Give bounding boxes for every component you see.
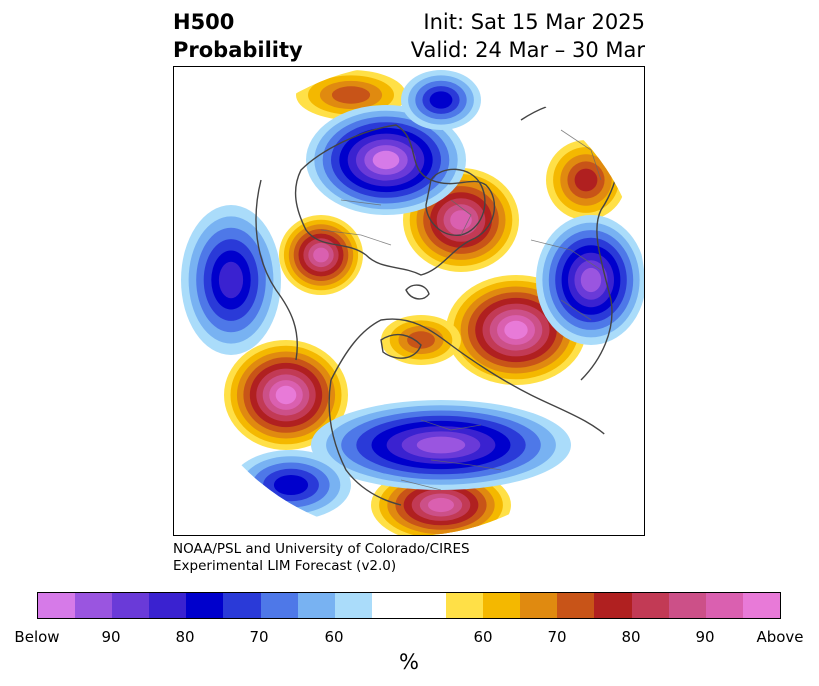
contour-level <box>429 91 453 109</box>
colorbar-cell-1 <box>75 593 113 618</box>
contour-level <box>275 385 297 405</box>
colorbar-cell-5 <box>223 593 261 618</box>
colorbar-tick-label: 90 <box>695 628 715 646</box>
colorbar-unit: % <box>399 650 419 674</box>
colorbar-tick-label: 90 <box>101 628 121 646</box>
colorbar-cell-3 <box>149 593 187 618</box>
contour-level <box>218 261 244 299</box>
contour-level <box>580 267 602 293</box>
coastline-arctic-islands <box>380 284 430 359</box>
anomaly-below-8 <box>306 105 466 215</box>
anomaly-contours <box>181 70 644 535</box>
colorbar-tick-label: 70 <box>547 628 567 646</box>
coastline-west <box>255 179 298 361</box>
coastlines <box>255 100 621 506</box>
colorbar-cell-0 <box>38 593 76 618</box>
colorbar-cell-12 <box>483 593 521 618</box>
colorbar-cell-15 <box>594 593 632 618</box>
colorbar-cell-17 <box>668 593 706 618</box>
colorbar-cell-13 <box>520 593 558 618</box>
probability-map <box>174 67 644 535</box>
forecast-dates: Init: Sat 15 Mar 2025 Valid: 24 Mar – 30… <box>411 8 645 64</box>
anomaly-below-9 <box>536 215 644 345</box>
anomaly-above-7 <box>381 315 461 365</box>
credit-line-2: Experimental LIM Forecast (v2.0) <box>173 558 397 574</box>
border-lines-3 <box>420 199 482 431</box>
colorbar-tick-label: 80 <box>175 628 195 646</box>
colorbar-tick-label: 60 <box>473 628 493 646</box>
map-title: H500 Probability <box>173 8 303 64</box>
anomaly-above-1 <box>446 275 586 385</box>
coastline-greenland <box>425 168 486 236</box>
colorbar-cell-4 <box>186 593 224 618</box>
valid-date: Valid: 24 Mar – 30 Mar <box>410 38 645 62</box>
colorbar-cell-10 <box>408 593 447 618</box>
colorbar-cell-2 <box>112 593 150 618</box>
credit-text: NOAA/PSL and University of Colorado/CIRE… <box>173 541 470 575</box>
contour-level <box>416 436 466 454</box>
contour-level <box>313 247 329 263</box>
contour-level <box>372 150 400 170</box>
contour-level <box>504 320 528 340</box>
colorbar-cell-8 <box>334 593 372 618</box>
colorbar-cell-6 <box>260 593 298 618</box>
anomaly-below-10 <box>311 400 571 490</box>
border-lines-2 <box>530 129 602 321</box>
contour-level <box>407 331 435 349</box>
colorbar-tick-label: 80 <box>621 628 641 646</box>
colorbar-cell-7 <box>297 593 335 618</box>
anomaly-below-11 <box>181 205 281 355</box>
colorbar-tick-label: Above <box>756 628 804 646</box>
contour-level <box>331 86 371 104</box>
anomaly-above-5 <box>546 140 626 220</box>
polar-map <box>173 66 645 536</box>
colorbar <box>37 592 781 619</box>
anomaly-below-12 <box>231 450 351 520</box>
borders <box>320 129 602 491</box>
colorbar-cell-19 <box>742 593 780 618</box>
colorbar-cell-16 <box>631 593 669 618</box>
anomaly-below-13 <box>401 70 481 130</box>
init-date: Init: Sat 15 Mar 2025 <box>423 10 645 34</box>
colorbar-cell-11 <box>446 593 484 618</box>
anomaly-above-3 <box>279 215 363 295</box>
coastline-eurasia <box>328 318 612 506</box>
coastline-north-america <box>294 124 496 276</box>
title-line-1: H500 <box>173 10 235 34</box>
title-line-2: Probability <box>173 38 303 62</box>
border-lines-1 <box>320 199 502 491</box>
contour-level <box>273 475 309 495</box>
colorbar-cell-18 <box>705 593 743 618</box>
colorbar-cell-14 <box>557 593 595 618</box>
contour-level <box>428 497 454 513</box>
colorbar-tick-label: 60 <box>324 628 344 646</box>
credit-line-1: NOAA/PSL and University of Colorado/CIRE… <box>173 541 470 557</box>
contour-level <box>574 168 598 192</box>
colorbar-tick-label: Below <box>14 628 60 646</box>
anomaly-above-0 <box>224 340 348 450</box>
colorbar-cell-9 <box>371 593 409 618</box>
colorbar-tick-label: 70 <box>249 628 269 646</box>
